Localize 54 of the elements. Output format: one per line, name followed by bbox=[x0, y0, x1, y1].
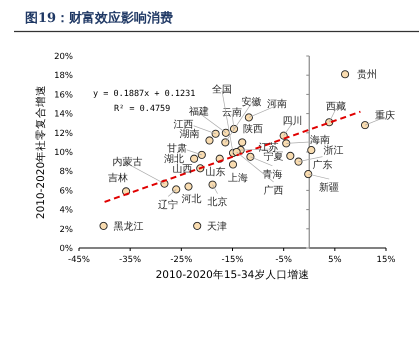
annotation: 西藏 bbox=[326, 100, 346, 113]
chart-title: 图19：财富效应影响消费 bbox=[25, 10, 174, 26]
annotation: 上海 bbox=[228, 172, 248, 184]
y-tick-label: 2% bbox=[60, 224, 73, 235]
annotation: 山西 bbox=[172, 162, 192, 175]
annotation: 浙江 bbox=[323, 144, 344, 157]
y-tick-label: 6% bbox=[60, 186, 73, 196]
annotation: 辽宁 bbox=[158, 198, 178, 211]
annotation: 湖北 bbox=[164, 153, 184, 166]
y-tick-label: 14% bbox=[54, 110, 73, 120]
annotation: 黑龙江 bbox=[114, 220, 144, 232]
x-tick-label: -15% bbox=[222, 255, 244, 265]
y-axis-title: 2010-2020年社零复合增速 bbox=[34, 84, 47, 220]
annotation: 甘肃 bbox=[166, 142, 187, 154]
annotation: 河北 bbox=[181, 193, 202, 206]
x-tick-label: 15% bbox=[376, 255, 396, 265]
annotation: 海南 bbox=[310, 134, 330, 146]
annotation: 吉林 bbox=[108, 172, 128, 184]
y-tick-label: 18% bbox=[54, 71, 73, 82]
annotation: 重庆 bbox=[375, 110, 396, 122]
x-tick-label: 5% bbox=[328, 255, 342, 265]
annotation: 山东 bbox=[206, 166, 226, 178]
x-axis-title: 2010-2020年15-34岁人口增速 bbox=[156, 268, 310, 281]
y-tick-label: 10% bbox=[54, 148, 73, 158]
annotation: R² = 0.4759 bbox=[114, 104, 170, 114]
x-tick-label: -45% bbox=[68, 255, 90, 265]
annotation: 四川 bbox=[282, 115, 303, 128]
y-tick-label: 16% bbox=[54, 90, 73, 100]
annotation: 福建 bbox=[188, 105, 209, 118]
annotation: 北京 bbox=[208, 196, 228, 208]
annotation: 内蒙古 bbox=[112, 156, 142, 168]
annotation: 江西 bbox=[174, 118, 194, 130]
annotation: 广东 bbox=[312, 159, 333, 172]
x-tick-label: -35% bbox=[119, 255, 142, 265]
y-tick-label: 4% bbox=[60, 206, 73, 216]
y-tick-label: 20% bbox=[54, 52, 73, 62]
x-tick-label: -25% bbox=[170, 255, 192, 265]
annotation: y = 0.1887x + 0.1231 bbox=[93, 89, 196, 99]
annotation: 全国 bbox=[212, 83, 232, 96]
annotation: 云南 bbox=[222, 106, 242, 118]
annotation: 广西 bbox=[264, 184, 284, 196]
annotation: 新疆 bbox=[319, 182, 340, 194]
y-tick-label: 8% bbox=[60, 167, 73, 178]
x-tick-label: -5% bbox=[275, 255, 292, 265]
annotation: 河南 bbox=[266, 98, 287, 110]
annotation: 安徽 bbox=[241, 96, 262, 108]
y-tick-label: 0% bbox=[60, 244, 73, 254]
annotation: 宁夏 bbox=[263, 150, 284, 162]
y-tick-label: 12% bbox=[54, 128, 73, 139]
annotation: 湖南 bbox=[179, 128, 200, 140]
annotation: 天津 bbox=[207, 220, 228, 232]
annotation: 青海 bbox=[262, 168, 282, 180]
annotation: 陕西 bbox=[243, 122, 264, 135]
annotation: 贵州 bbox=[357, 68, 378, 81]
